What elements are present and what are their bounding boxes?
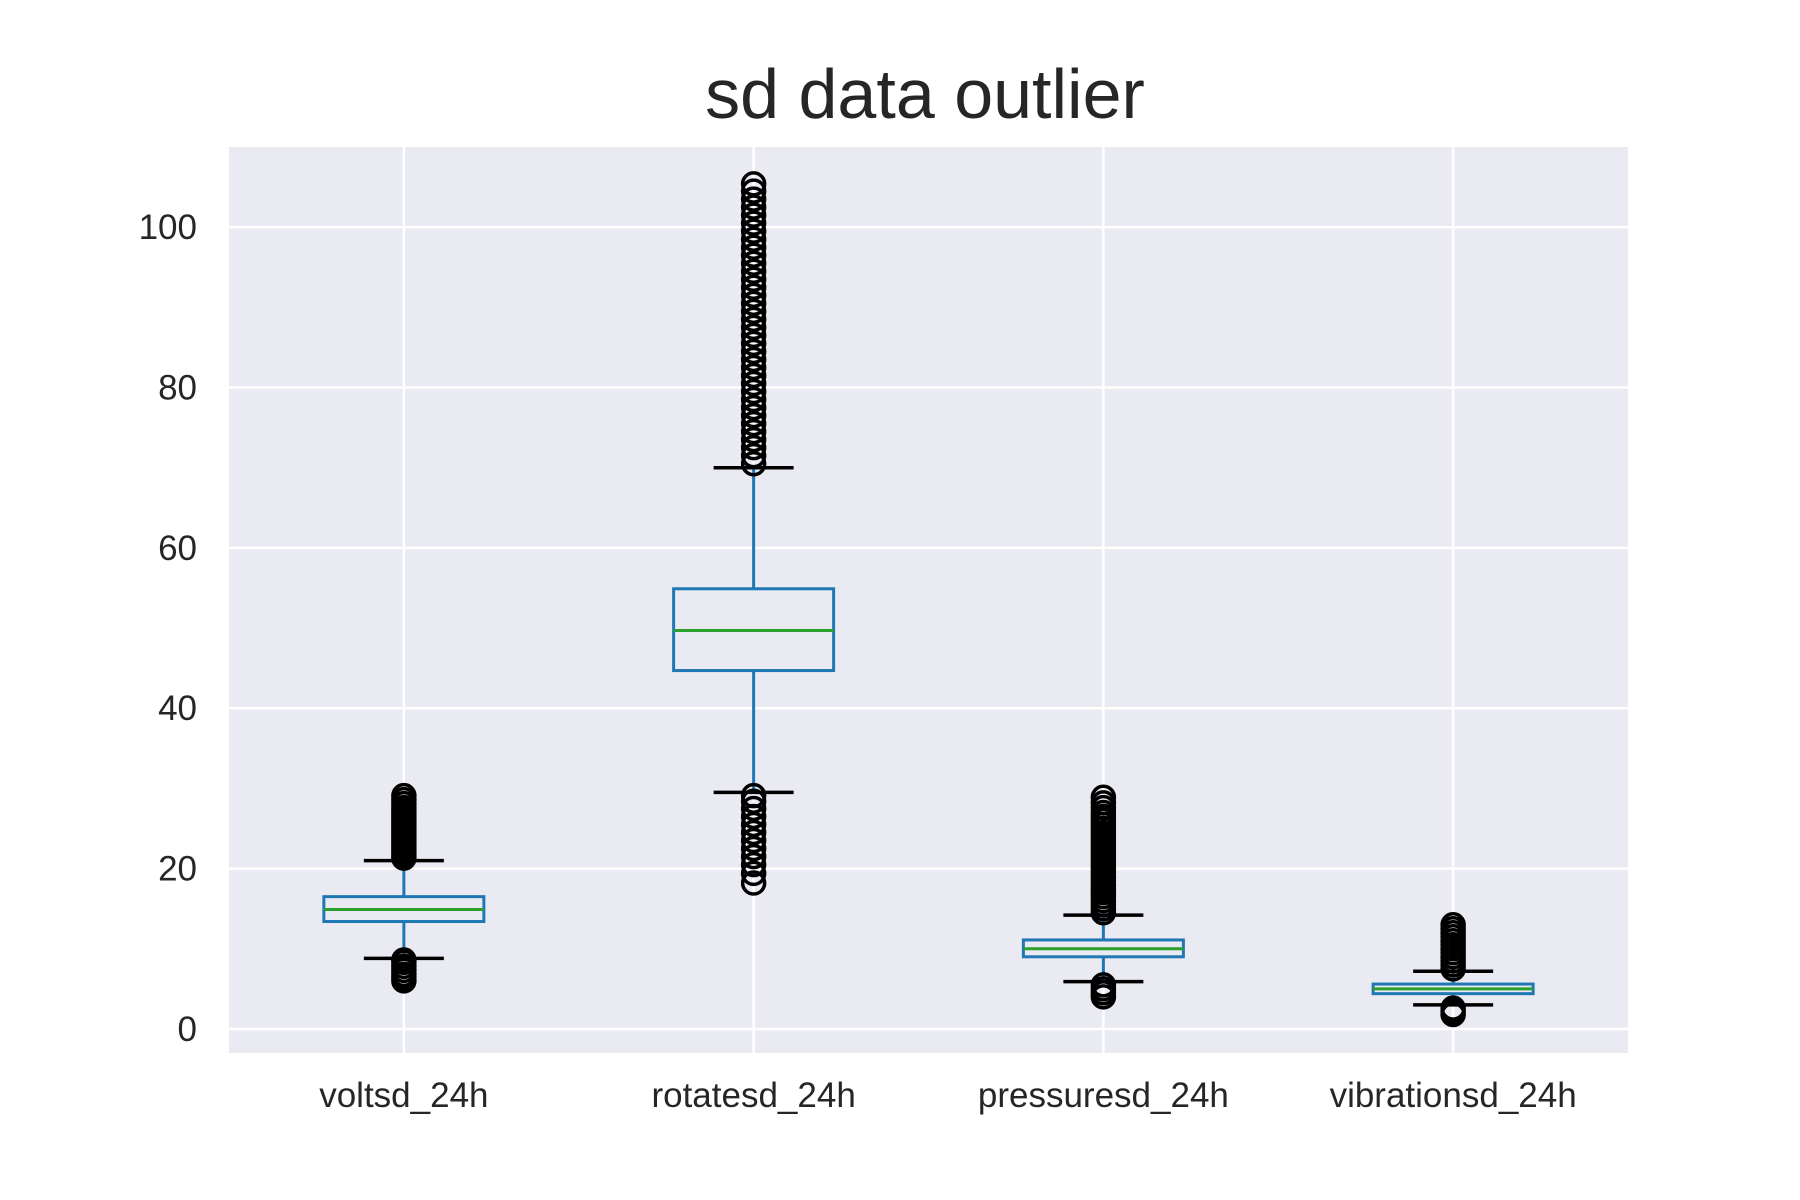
outlier-point [740,370,767,397]
outlier-point [740,378,767,405]
outlier-point [740,171,767,197]
outlier-point [740,827,767,854]
outlier-point [740,202,767,228]
box-group-rotatesd_24h [672,171,836,896]
outlier-point [740,314,767,341]
outlier-point [740,835,767,862]
outlier-point [740,860,767,887]
box-group-pressuresd_24h [1021,784,1185,1010]
outlier-point [740,410,767,437]
outlier-point [740,819,767,846]
y-tick-label: 40 [158,689,197,728]
x-tick-label: vibrationsd_24h [1330,1076,1577,1115]
outlier-point [740,346,767,373]
outlier-point [740,782,767,809]
outlier-point [740,186,767,212]
outlier-point [740,290,767,317]
outlier-point [740,306,767,333]
outlier-point [740,870,767,896]
outlier-point [740,418,767,445]
outlier-point [740,394,767,421]
outlier-point [740,282,767,309]
outlier-point [740,402,767,429]
x-axis-ticks: voltsd_24h rotatesd_24h pressuresd_24h vibr… [319,1076,1576,1115]
outlier-point [740,330,767,357]
outlier-point [740,338,767,365]
outlier-point [740,434,767,461]
outlier-point [740,298,767,325]
outlier-point [740,843,767,870]
outlier-point [740,274,767,301]
y-tick-label: 20 [158,850,197,889]
outlier-point [1090,784,1117,810]
outlier-point [740,234,767,260]
outlier-point [391,782,417,809]
outlier-point [740,226,767,252]
y-tick-label: 100 [139,208,197,247]
boxes [322,171,1535,1028]
y-axis-ticks: 0 20 40 60 80 100 [139,208,197,1049]
outlier-point [740,450,767,477]
outlier-point [740,258,767,285]
outlier-point [740,426,767,453]
outlier-point [1090,972,1117,998]
outlier-point [740,386,767,413]
x-tick-label: pressuresd_24h [978,1076,1229,1115]
chart-title: sd data outlier [705,55,1145,133]
y-tick-label: 0 [178,1010,197,1049]
outlier-point [740,210,767,236]
outlier-point [740,178,767,204]
outlier-point [740,851,767,878]
box-group-voltsd_24h [322,782,486,994]
x-tick-label: voltsd_24h [319,1076,488,1115]
outlier-point [740,322,767,349]
x-tick-label: rotatesd_24h [651,1076,855,1115]
outlier-point [740,242,767,268]
y-tick-label: 80 [158,369,197,408]
outlier-point [740,250,767,277]
outlier-point [740,266,767,293]
outlier-point [740,795,767,822]
outlier-point [740,354,767,381]
box-group-vibrationsd_24h [1371,911,1535,1028]
outlier-point [1440,995,1466,1021]
outlier-point [740,218,767,244]
outlier-point [740,362,767,389]
outlier-point [1440,911,1466,938]
y-tick-label: 60 [158,529,197,568]
